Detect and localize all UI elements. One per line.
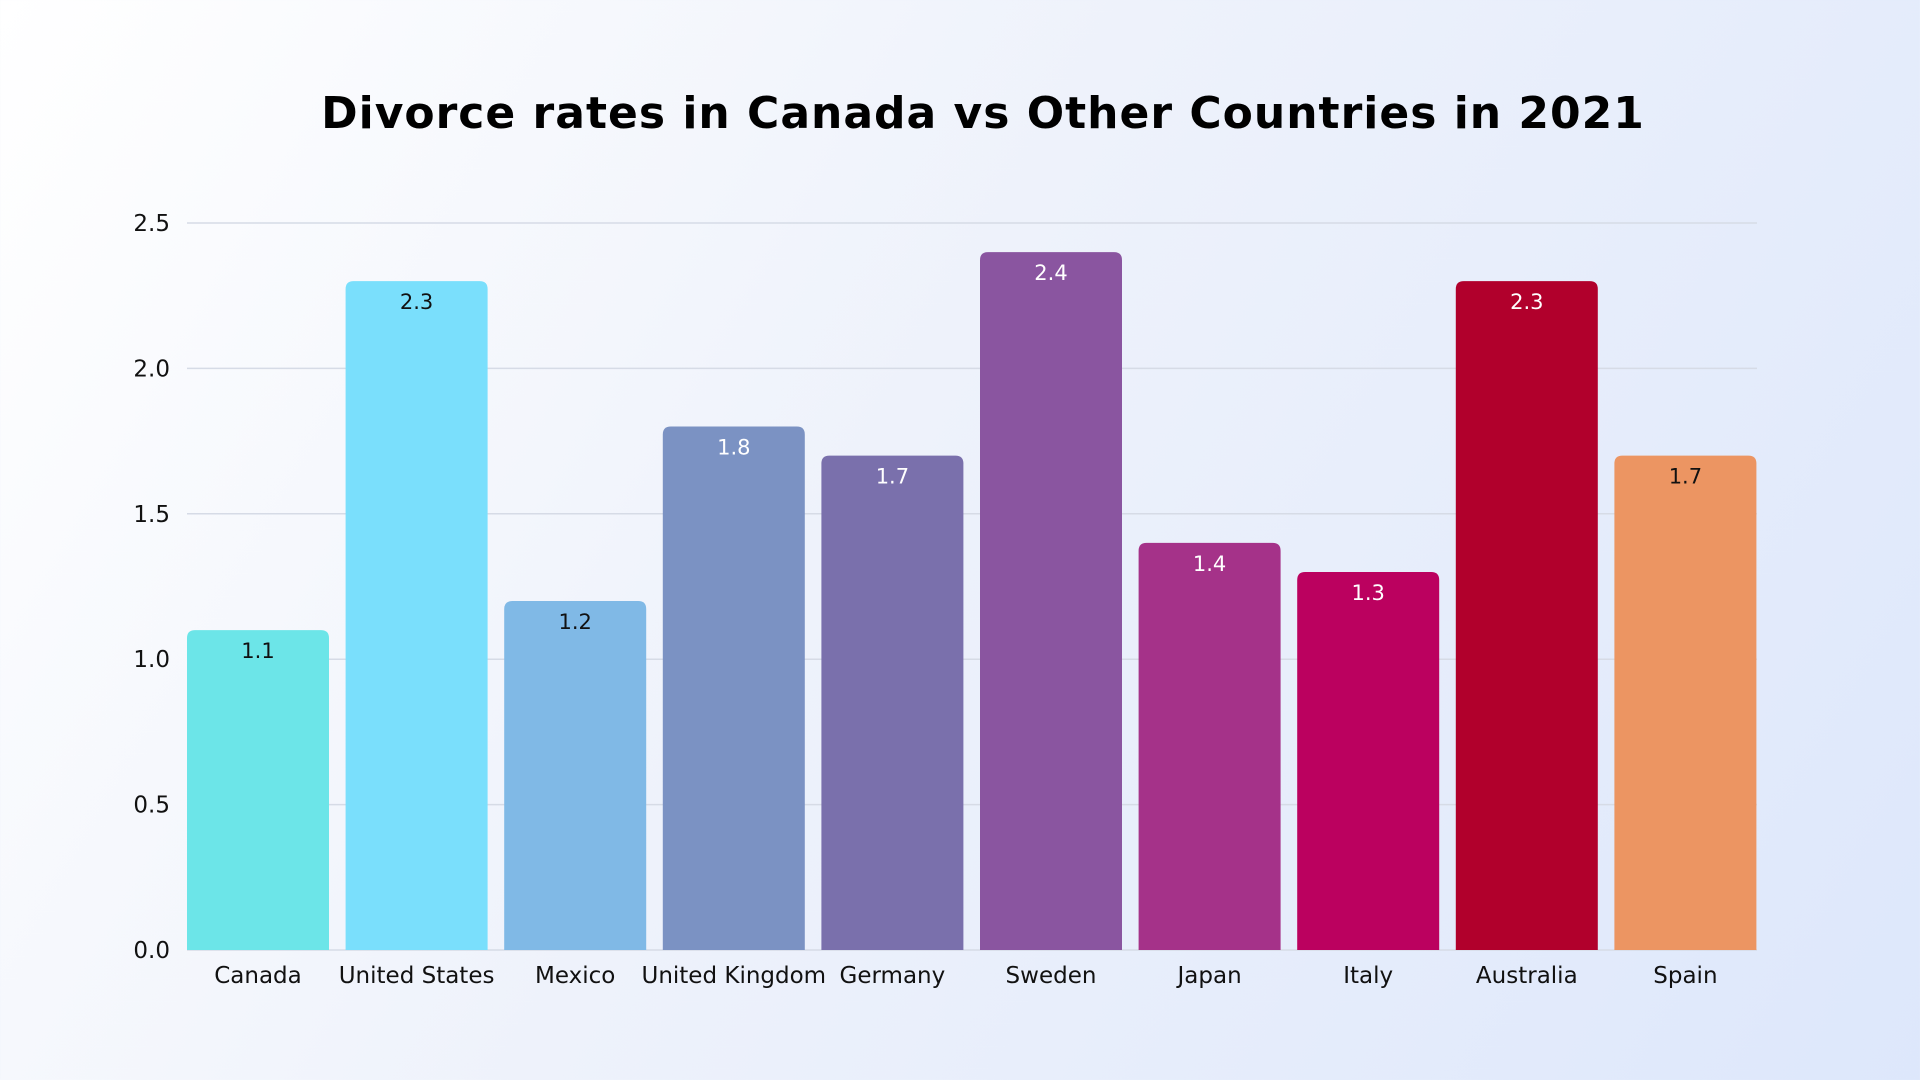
x-tick-label: Mexico	[535, 963, 615, 989]
x-tick-label: Japan	[1176, 963, 1242, 989]
data-label: 2.3	[400, 290, 433, 314]
data-label: 1.7	[1669, 465, 1702, 489]
data-label: 1.8	[717, 436, 750, 460]
data-label: 1.7	[876, 465, 909, 489]
x-tick-label: Germany	[840, 963, 946, 989]
y-tick-label: 2.0	[133, 356, 170, 382]
bar-mexico	[504, 601, 647, 950]
bar-united-kingdom	[662, 426, 805, 950]
bar-sweden	[980, 252, 1122, 950]
bar-canada	[187, 630, 329, 950]
x-tick-label: United Kingdom	[641, 963, 826, 989]
data-label: 2.4	[1034, 261, 1067, 285]
bar-japan	[1138, 542, 1281, 950]
data-label: 1.2	[558, 610, 591, 634]
data-label: 1.3	[1351, 581, 1384, 605]
y-tick-label: 0.0	[133, 938, 170, 964]
bar-italy	[1297, 571, 1440, 950]
bar-australia	[1455, 281, 1598, 950]
data-label: 1.4	[1193, 552, 1226, 576]
data-label: 1.1	[241, 639, 274, 663]
y-tick-label: 1.0	[133, 647, 170, 673]
bar-spain	[1614, 455, 1757, 950]
x-tick-label: Spain	[1653, 963, 1717, 989]
chart-title: Divorce rates in Canada vs Other Countri…	[321, 88, 1645, 139]
bar-germany	[821, 455, 964, 950]
x-tick-label: Australia	[1476, 963, 1578, 989]
x-tick-label: United States	[339, 963, 495, 989]
y-tick-label: 1.5	[133, 502, 170, 528]
x-tick-label: Canada	[214, 963, 302, 989]
x-tick-label: Italy	[1343, 963, 1393, 989]
bar-united-states	[345, 281, 488, 950]
data-label: 2.3	[1510, 290, 1543, 314]
x-tick-label: Sweden	[1006, 963, 1097, 989]
y-tick-label: 0.5	[133, 793, 170, 819]
y-tick-label: 2.5	[133, 211, 170, 237]
